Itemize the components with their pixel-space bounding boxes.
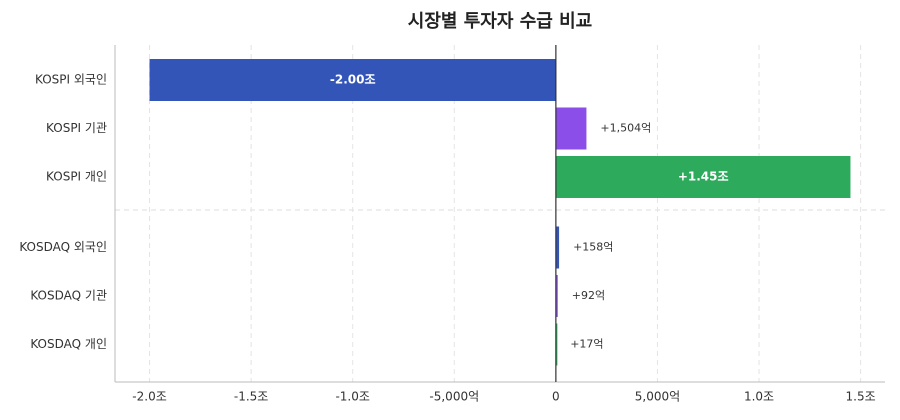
y-tick-label: KOSPI 개인 [46,170,107,184]
bar [555,323,558,366]
chart-title: 시장별 투자자 수급 비교 [408,11,592,32]
y-tick-label: KOSDAQ 기관 [30,289,107,303]
x-tick-label: 1.0조 [744,390,774,404]
value-label: -2.00조 [330,73,376,87]
y-tick-label: KOSDAQ 외국인 [19,240,107,254]
bar [149,59,556,101]
y-tick-label: KOSPI 기관 [46,121,107,135]
value-label: +1,504억 [600,122,651,135]
x-tick-label: -1.5조 [234,390,268,404]
x-tick-label: 0 [552,390,560,404]
x-tick-label: -5,000억 [429,390,479,404]
value-label: +17억 [570,338,603,351]
bar [555,107,587,150]
x-tick-label: 1.5조 [846,390,876,404]
y-tick-label: KOSPI 외국인 [35,73,107,87]
value-label: +158억 [573,241,613,254]
bar [555,156,851,198]
value-label: +1.45조 [678,170,729,184]
bar [555,226,560,269]
value-label: +92억 [572,289,605,302]
x-tick-label: -2.0조 [132,390,166,404]
bar [555,275,558,317]
x-tick-label: -1.0조 [335,390,369,404]
y-tick-label: KOSDAQ 개인 [30,337,107,351]
x-tick-label: 5,000억 [635,390,680,404]
